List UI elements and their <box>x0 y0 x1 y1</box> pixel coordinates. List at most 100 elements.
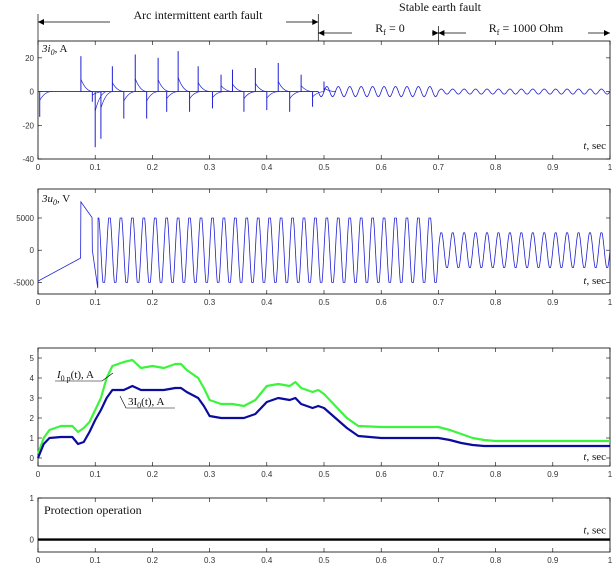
x-tick-label: 0.6 <box>376 556 388 565</box>
arrow-head <box>438 30 445 36</box>
x-tick-label: 0.2 <box>147 163 159 172</box>
arrow-head <box>38 19 44 25</box>
current-3i0-trace <box>38 51 611 148</box>
x-tick-label: 0 <box>36 298 41 307</box>
protection-operation-panel: 0 0.1 0.2 0.3 0.4 0.5 0.6 0.7 0.8 0.9 1 0 1 Protecti… <box>30 494 613 565</box>
y-tick-label: 2 <box>30 414 35 423</box>
y-tick-label: 3 <box>30 394 35 403</box>
i0-spike-decay <box>166 91 179 99</box>
y-tick-label: 0 <box>30 246 35 255</box>
x-tick-label: 0.5 <box>318 298 330 307</box>
x-tick-label: 0.2 <box>147 298 159 307</box>
y-tick-label: 0 <box>30 88 35 97</box>
i0-spike-decay <box>312 91 325 98</box>
x-tick-label: 0.7 <box>433 298 445 307</box>
x-tick-label: 0.7 <box>433 163 445 172</box>
y-tick-label: -40 <box>22 155 34 164</box>
x-tick-label: 0.7 <box>433 470 445 479</box>
arrow-head <box>604 30 610 36</box>
x-tick-label: 0.4 <box>261 163 273 172</box>
x-tick-label: 0.3 <box>204 163 216 172</box>
x-tick-label: 1 <box>608 298 613 307</box>
series-i0p-label: I0 p(t), A <box>56 369 94 383</box>
i0-spike-decay <box>100 91 113 109</box>
i0-spike-decay <box>177 77 191 92</box>
i0-spike-decay <box>212 91 225 98</box>
x-tick-label: 0.8 <box>490 163 502 172</box>
rf1000-label: Rf = 1000 Ohm <box>489 21 564 37</box>
rf0-label: Rf = 0 <box>375 21 404 37</box>
y-tick-label: -20 <box>22 121 34 130</box>
protection-operation-label: Protection operation <box>44 503 142 517</box>
i0-spike-decay <box>266 91 279 99</box>
i0-spike-decay <box>92 91 105 96</box>
i0p-leader <box>101 372 114 382</box>
arrow-head <box>432 30 439 36</box>
i0-spike-decay <box>232 83 245 92</box>
i0-spike-decay <box>157 79 171 92</box>
x-tick-label: 0.9 <box>547 298 559 307</box>
voltage-3u0-trace <box>37 200 611 289</box>
i0-spike-decay <box>300 85 314 92</box>
x-tick-label: 0.1 <box>90 470 102 479</box>
x-tick-label: 0.7 <box>433 556 445 565</box>
voltage-3u0-frame <box>37 188 611 295</box>
x-tick-label: 0.9 <box>547 556 559 565</box>
rms-current-axes: 0 0.1 0.2 0.3 0.4 0.5 0.6 0.7 0.8 0.9 1 0 1 2 3 4 5 <box>30 348 613 479</box>
rms-current-panel: 0 0.1 0.2 0.3 0.4 0.5 0.6 0.7 0.8 0.9 1 0 1 2 3 4 5 I0 p… <box>30 347 613 479</box>
y-tick-label: 1 <box>30 434 35 443</box>
stage-arrows <box>37 14 610 41</box>
y-tick-label: 20 <box>25 54 34 63</box>
rms-current-traces <box>36 358 610 459</box>
rms-current-time-label: t, sec <box>583 451 606 463</box>
x-tick-label: 0.9 <box>547 470 559 479</box>
x-tick-label: 0.8 <box>490 298 502 307</box>
series-3i0-label: 3I0(t), A <box>128 396 164 410</box>
x-tick-label: 0.3 <box>204 556 216 565</box>
i0-spike-decay <box>39 91 52 101</box>
x-tick-label: 0.8 <box>490 470 502 479</box>
y-tick-label: 5000 <box>16 214 34 223</box>
voltage-3u0-label: 3u0, V <box>41 193 70 207</box>
x-tick-label: 0.2 <box>147 556 159 565</box>
x-tick-label: 1 <box>608 556 613 565</box>
series-label-leaders <box>55 372 175 409</box>
3i0-leader <box>119 395 127 409</box>
x-tick-label: 0.8 <box>490 556 502 565</box>
y-tick-label: 0 <box>30 536 35 545</box>
voltage-3u0-axes: 0 0.1 0.2 0.3 0.4 0.5 0.6 0.7 0.8 0.9 1 -5000 0 5000 <box>14 189 613 307</box>
i0-spike-decay <box>189 91 202 99</box>
x-tick-label: 0.4 <box>261 298 273 307</box>
x-tick-label: 0.5 <box>318 470 330 479</box>
y-tick-label: 1 <box>30 494 35 503</box>
x-tick-label: 0.6 <box>376 163 388 172</box>
i0-spike-decay <box>112 82 125 92</box>
y-tick-label: 5 <box>30 354 35 363</box>
u0-trace <box>37 200 611 289</box>
x-tick-label: 0.1 <box>90 163 102 172</box>
current-3i0-label: 3i0, A <box>41 43 67 57</box>
i0-trace <box>38 86 611 98</box>
i0-spike-decay <box>197 82 211 92</box>
rms-series-0 <box>36 358 610 455</box>
i0-spike-decay <box>134 78 148 92</box>
y-tick-label: 4 <box>30 374 35 383</box>
x-tick-label: 0.9 <box>547 163 559 172</box>
x-tick-label: 0.4 <box>261 556 273 565</box>
x-tick-label: 0.3 <box>204 470 216 479</box>
x-tick-label: 0.5 <box>318 556 330 565</box>
current-3i0-time-label: t, sec <box>583 140 606 152</box>
i0-spike-decay <box>146 91 159 102</box>
i0-spike-decay <box>243 91 256 99</box>
arc-fault-label: Arc intermittent earth fault <box>134 8 264 22</box>
fault-stage-header: Arc intermittent earth fault Stable eart… <box>37 0 610 41</box>
protection-operation-time-label: t, sec <box>583 525 606 537</box>
i0-spike-decay <box>277 81 291 92</box>
rms-series-1 <box>36 384 610 459</box>
x-tick-label: 0 <box>36 163 41 172</box>
x-tick-label: 0.6 <box>376 470 388 479</box>
i0-spike-decay <box>123 91 136 102</box>
current-3i0-axes: 0 0.1 0.2 0.3 0.4 0.5 0.6 0.7 0.8 0.9 1 -40 -20 0 20 <box>22 41 613 172</box>
x-tick-label: 0.1 <box>90 556 102 565</box>
